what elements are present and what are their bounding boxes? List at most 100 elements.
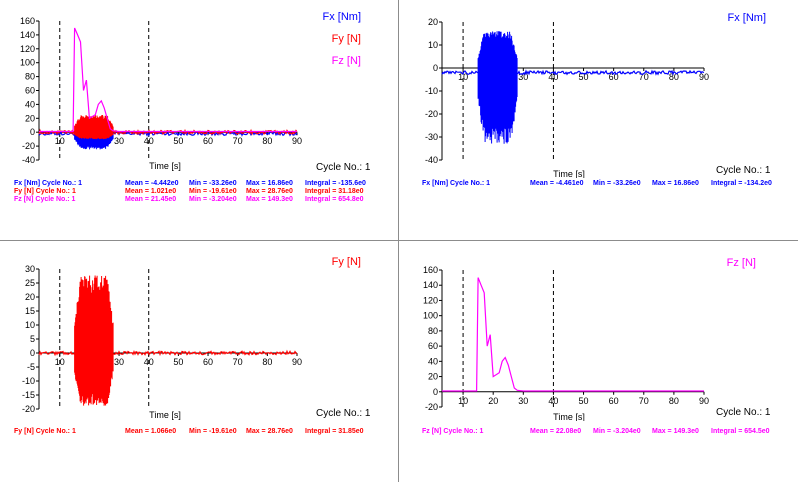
stats-min: Min = -33.26e0 — [189, 180, 237, 187]
legend-entry: Fy [N] — [332, 256, 361, 268]
stats-integral: Integral = 31.85e0 — [305, 428, 364, 435]
x-tick-label: 60 — [609, 396, 619, 406]
stats-min: Min = -3.204e0 — [189, 196, 237, 203]
series-line — [38, 349, 298, 357]
stats-name: Fz [N] Cycle No.: 1 — [14, 196, 76, 203]
y-tick-label: -10 — [425, 86, 438, 96]
stats-min: Min = -19.61e0 — [189, 428, 237, 435]
x-axis-label: Time [s] — [553, 169, 585, 178]
y-tick-label: -20 — [425, 402, 438, 412]
series-line — [442, 277, 704, 392]
y-tick-label: 15 — [25, 306, 35, 316]
legend-entry: Fx [Nm] — [323, 11, 362, 23]
panel-fx: -40 -30 -20 -10 0 10 20 10 20 30 40 50 60 70 80 90 Fx [N… — [399, 0, 798, 240]
cycle-label: Cycle No.: 1 — [716, 407, 771, 418]
vertical-separator — [398, 0, 399, 482]
legend-entry: Fy [N] — [332, 33, 361, 45]
x-tick-label: 70 — [233, 136, 243, 146]
stats-max: Max = 28.76e0 — [246, 188, 293, 195]
y-tick-label: 20 — [428, 17, 438, 27]
y-tick-label: -20 — [22, 141, 35, 151]
stats-name: Fx [Nm] Cycle No.: 1 — [14, 180, 83, 187]
x-tick-label: 50 — [173, 357, 183, 367]
y-tick-label: 60 — [25, 86, 35, 96]
y-tick-label: 0 — [433, 63, 438, 73]
stats-table-fx: Fx [Nm] Cycle No.: 1 Mean = -4.461e0 Min… — [399, 180, 798, 200]
y-tick-label: 25 — [25, 278, 35, 288]
legend-entry: Fz [N] — [332, 55, 361, 67]
y-tick-label: -10 — [22, 376, 35, 386]
stats-name: Fy [N] Cycle No.: 1 — [14, 428, 76, 435]
y-tick-label: -15 — [22, 390, 35, 400]
y-tick-label: 20 — [428, 372, 438, 382]
panel-fz: -20 0 20 40 60 80 100 120 140 160 10 20 30 40 50 60 70 80… — [399, 241, 798, 482]
stats-max: Max = 16.86e0 — [652, 180, 699, 187]
stats-max: Max = 149.3e0 — [652, 428, 699, 435]
stats-row: Fx [Nm] Cycle No.: 1 Mean = -4.442e0 Min… — [0, 180, 398, 188]
horizontal-separator-left — [0, 240, 398, 241]
x-tick-label: 30 — [518, 396, 528, 406]
x-tick-label: 90 — [292, 357, 302, 367]
y-tick-label: -30 — [425, 132, 438, 142]
y-tick-label: 160 — [423, 265, 438, 275]
y-tick-label: 120 — [20, 44, 35, 54]
series-oscillation — [74, 115, 114, 140]
horizontal-separator-right — [399, 240, 798, 241]
y-tick-label: 140 — [423, 280, 438, 290]
x-tick-label: 50 — [173, 136, 183, 146]
x-tick-label: 20 — [488, 396, 498, 406]
stats-row: Fx [Nm] Cycle No.: 1 Mean = -4.461e0 Min… — [399, 180, 798, 188]
series-fy-n- — [38, 275, 298, 406]
stats-max: Max = 28.76e0 — [246, 428, 293, 435]
stats-min: Min = -3.204e0 — [593, 428, 641, 435]
y-tick-label: 40 — [428, 356, 438, 366]
x-tick-label: 80 — [262, 357, 272, 367]
y-tick-label: 160 — [20, 16, 35, 26]
x-tick-label: 30 — [114, 136, 124, 146]
series-fx-nm- — [441, 31, 705, 144]
stats-table-fz: Fz [N] Cycle No.: 1 Mean = 22.08e0 Min =… — [399, 428, 798, 448]
x-tick-label: 10 — [458, 396, 468, 406]
series-line — [441, 69, 705, 76]
x-tick-label: 60 — [203, 357, 213, 367]
panel-fy: -20 -15 -10 -5 0 5 10 15 20 25 30 10 20 30 40 50 60 70 80 9… — [0, 241, 398, 482]
y-tick-label: 20 — [25, 292, 35, 302]
stats-mean: Mean = -4.442e0 — [125, 180, 179, 187]
x-axis-label: Time [s] — [149, 410, 181, 420]
y-tick-label: 0 — [30, 127, 35, 137]
stats-integral: Integral = -135.6e0 — [305, 180, 366, 187]
series-oscillation — [74, 275, 114, 406]
stats-name: Fx [Nm] Cycle No.: 1 — [422, 180, 491, 187]
y-tick-label: -5 — [27, 362, 35, 372]
y-tick-label: 100 — [423, 311, 438, 321]
panel-all-forces: -40 -20 0 20 40 60 80 100 120 140 160 10 20 30 40 50 60 7… — [0, 0, 398, 240]
y-tick-label: 80 — [428, 326, 438, 336]
stats-mean: Mean = -4.461e0 — [530, 180, 584, 187]
stats-mean: Mean = 1.021e0 — [125, 188, 177, 195]
x-tick-label: 70 — [639, 396, 649, 406]
y-tick-label: 120 — [423, 295, 438, 305]
series-oscillation — [477, 31, 518, 144]
stats-mean: Mean = 22.08e0 — [530, 428, 582, 435]
stats-mean: Mean = 21.45e0 — [125, 196, 177, 203]
x-tick-label: 90 — [292, 136, 302, 146]
stats-integral: Integral = 654.8e0 — [305, 196, 364, 203]
stats-row: Fz [N] Cycle No.: 1 Mean = 21.45e0 Min =… — [0, 196, 398, 204]
y-tick-label: -40 — [425, 155, 438, 165]
y-tick-label: 5 — [30, 334, 35, 344]
x-axis-label: Time [s] — [553, 412, 585, 421]
series-fz-n- — [39, 27, 297, 133]
x-tick-label: 30 — [518, 72, 528, 82]
x-tick-label: 90 — [699, 72, 709, 82]
stats-row: Fy [N] Cycle No.: 1 Mean = 1.066e0 Min =… — [0, 428, 398, 436]
y-tick-label: 20 — [25, 113, 35, 123]
stats-integral: Integral = -134.2e0 — [711, 180, 772, 187]
series-fz-n- — [442, 277, 704, 392]
series-line — [39, 27, 297, 133]
x-tick-label: 70 — [233, 357, 243, 367]
x-tick-label: 30 — [114, 357, 124, 367]
x-tick-label: 50 — [579, 396, 589, 406]
